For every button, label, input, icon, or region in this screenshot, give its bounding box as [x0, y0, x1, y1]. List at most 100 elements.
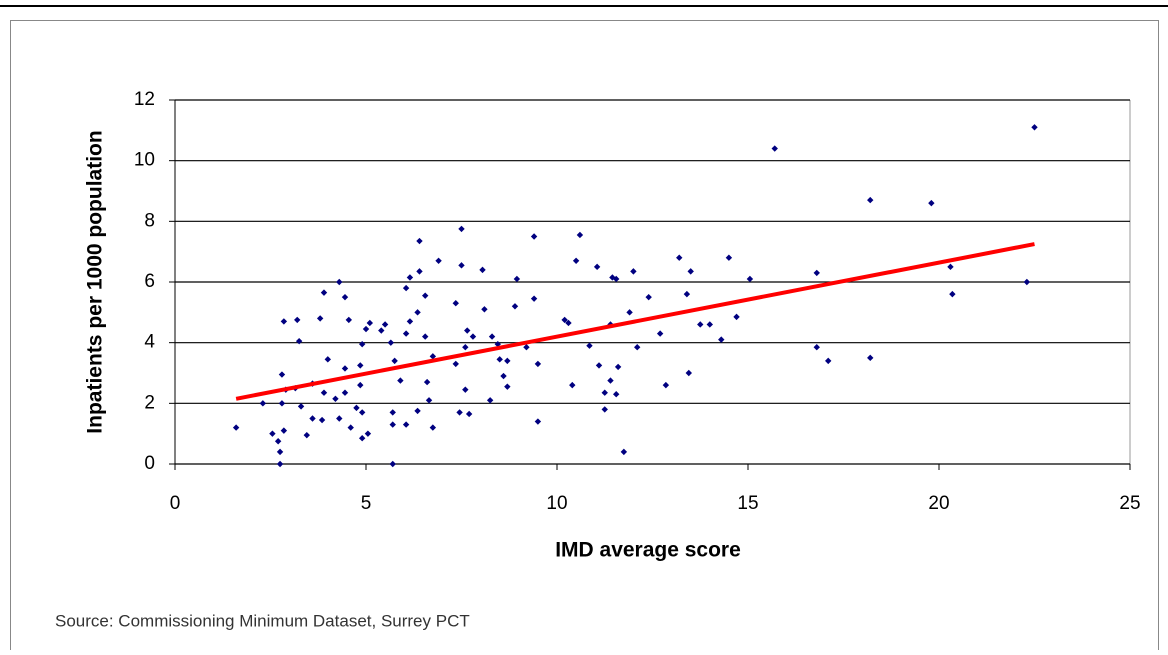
data-point [607, 377, 614, 384]
data-point [813, 269, 820, 277]
source-note: Source: Commissioning Minimum Dataset, S… [55, 611, 470, 630]
data-point [358, 340, 366, 348]
data-point [402, 284, 410, 292]
y-tick-label: 6 [144, 271, 155, 292]
data-point [269, 430, 276, 437]
data-point [949, 290, 956, 298]
trend-line [235, 242, 1035, 401]
data-point [771, 145, 778, 152]
data-point [320, 289, 328, 296]
data-point [381, 321, 389, 328]
data-point [645, 293, 652, 301]
data-point [358, 409, 366, 416]
y-tick-label: 0 [144, 453, 155, 474]
data-point [481, 306, 488, 313]
data-point [613, 391, 620, 398]
data-point [294, 316, 301, 324]
data-point [465, 410, 473, 418]
chart-frame [10, 20, 1159, 655]
data-point [613, 275, 620, 283]
data-point [464, 327, 471, 334]
data-point [1031, 124, 1038, 131]
data-point [565, 319, 572, 327]
data-point [867, 196, 874, 204]
data-point [462, 344, 469, 351]
data-point [429, 353, 437, 360]
data-point [569, 381, 576, 389]
data-point [626, 309, 633, 316]
data-point [278, 400, 286, 407]
data-point [341, 365, 349, 372]
data-point [867, 354, 874, 362]
data-point [402, 421, 410, 428]
data-point [278, 371, 286, 378]
data-point [406, 274, 414, 281]
data-point [362, 325, 370, 333]
x-tick-label: 5 [361, 493, 372, 514]
data-point [316, 315, 324, 322]
data-point [825, 357, 832, 365]
data-point [718, 336, 725, 343]
data-point [601, 406, 608, 413]
x-axis-label: IMD average score [555, 539, 741, 562]
data-point [336, 415, 343, 422]
data-point [276, 460, 284, 468]
data-point [406, 318, 414, 325]
data-point [332, 395, 339, 402]
data-point [683, 290, 691, 298]
data-point [511, 303, 519, 310]
data-point [416, 268, 423, 275]
data-point [425, 397, 433, 404]
data-point [534, 360, 542, 368]
x-tick-label: 10 [546, 493, 567, 514]
data-point [414, 407, 421, 415]
data-point [813, 344, 820, 351]
data-point [458, 262, 465, 269]
data-point [358, 435, 366, 442]
y-tick-label: 12 [134, 89, 155, 110]
data-point [1023, 278, 1031, 286]
data-point [488, 333, 496, 340]
data-point [947, 263, 954, 271]
data-point [576, 231, 584, 239]
data-point [357, 362, 364, 369]
data-point [685, 369, 692, 377]
data-point [391, 357, 398, 365]
data-point [928, 199, 935, 207]
data-point [662, 381, 670, 389]
y-tick-label: 2 [144, 392, 155, 413]
data-point [336, 278, 343, 286]
y-tick-label: 10 [134, 150, 155, 171]
x-tick-label: 25 [1119, 493, 1140, 514]
data-point [479, 266, 486, 274]
data-point [345, 316, 353, 324]
data-point [496, 356, 503, 363]
data-point [303, 431, 310, 439]
x-tick-label: 20 [928, 493, 949, 514]
data-point [422, 333, 429, 340]
data-point [389, 409, 396, 416]
data-point [280, 427, 288, 434]
data-point [341, 293, 349, 301]
data-point [469, 333, 477, 340]
data-point [656, 330, 664, 337]
data-point [387, 339, 395, 346]
data-point [414, 309, 421, 316]
data-point [504, 357, 511, 365]
y-tick-label: 4 [144, 332, 155, 353]
data-point [366, 319, 374, 327]
data-point [397, 377, 404, 384]
data-point [357, 381, 364, 389]
data-point [513, 275, 521, 283]
data-point [429, 424, 437, 431]
data-point [389, 421, 396, 428]
data-point [364, 430, 372, 437]
x-tick-label: 15 [737, 493, 758, 514]
data-point [595, 362, 603, 369]
data-point [534, 418, 542, 425]
data-point [259, 400, 267, 407]
data-point [746, 275, 754, 283]
data-point [462, 386, 469, 393]
data-point [422, 292, 429, 299]
